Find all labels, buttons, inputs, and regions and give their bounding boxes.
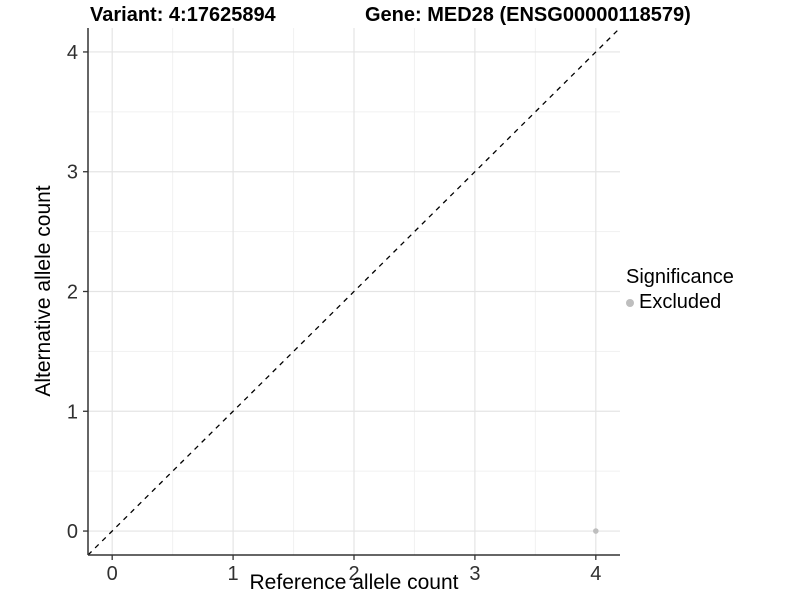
legend: Significance Excluded — [626, 265, 734, 314]
legend-title: Significance — [626, 266, 734, 288]
y-tick-label: 0 — [67, 521, 78, 543]
y-tick-label: 2 — [67, 282, 78, 304]
identity-reference-line — [87, 27, 621, 556]
x-tick-label: 0 — [107, 563, 118, 585]
data-point — [593, 528, 599, 534]
x-tick-label: 3 — [469, 563, 480, 585]
y-tick-label: 1 — [67, 401, 78, 423]
x-tick-label: 4 — [590, 563, 601, 585]
y-axis-label: Alternative allele count — [32, 185, 55, 397]
y-tick-label: 3 — [67, 162, 78, 184]
x-tick-label: 1 — [228, 563, 239, 585]
y-tick-label: 4 — [67, 42, 78, 64]
x-axis-label: Reference allele count — [249, 571, 459, 594]
variant-title: Variant: 4:17625894 — [90, 4, 276, 26]
x-tick-label: 2 — [348, 563, 359, 585]
gene-title: Gene: MED28 (ENSG00000118579) — [365, 4, 691, 26]
legend-point-icon — [626, 298, 634, 307]
legend-item-label: Excluded — [639, 291, 722, 313]
legend-item-excluded: Excluded — [626, 291, 734, 314]
